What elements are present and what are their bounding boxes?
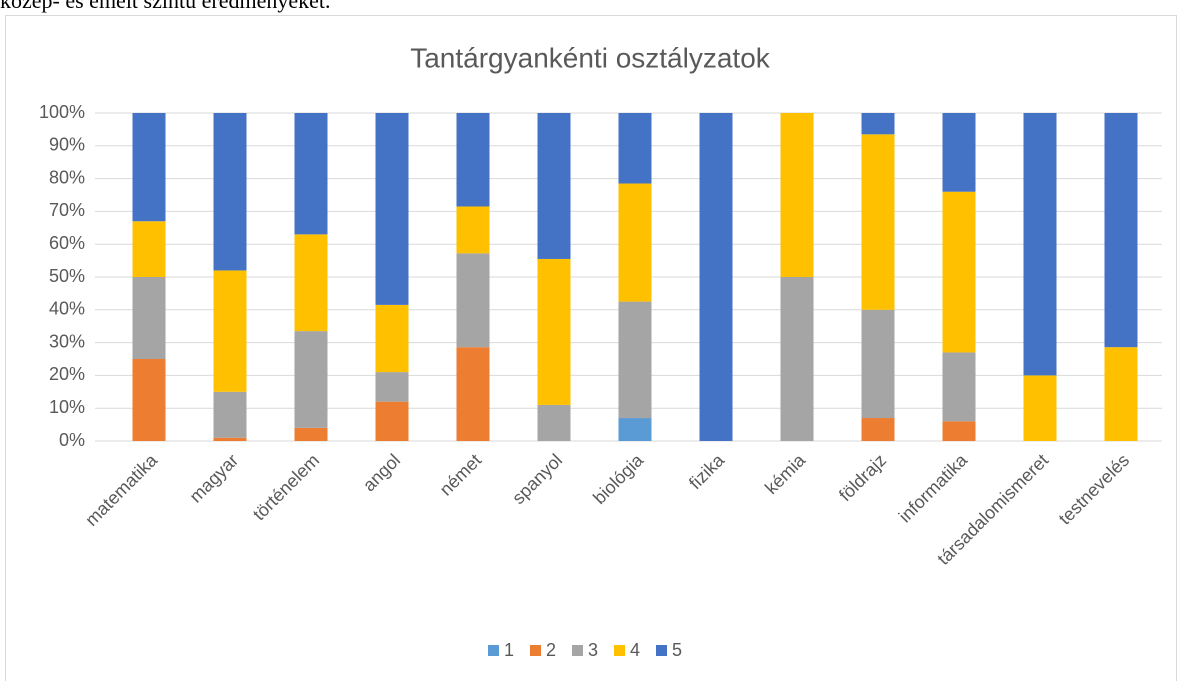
legend-swatch: [614, 645, 625, 656]
bar-segment: [375, 304, 409, 373]
bar-segment: [213, 113, 247, 271]
bar-segment: [699, 113, 733, 441]
bar-segment: [456, 347, 490, 441]
bar-segment: [294, 427, 328, 441]
bar-segment: [132, 359, 166, 441]
bar-segment: [1104, 347, 1138, 441]
legend-swatch: [656, 645, 667, 656]
y-tick-label: 50%: [49, 266, 85, 286]
y-tick-label: 80%: [49, 167, 85, 187]
y-tick-label: 20%: [49, 364, 85, 384]
bar-segment: [456, 253, 490, 348]
bar-segment: [780, 113, 814, 277]
bar-segment: [456, 206, 490, 254]
bar-segment: [618, 418, 652, 441]
legend-swatch: [572, 645, 583, 656]
legend-label: 5: [672, 640, 682, 660]
legend-label: 4: [630, 640, 640, 660]
legend-swatch: [530, 645, 541, 656]
y-tick-label: 0%: [59, 430, 85, 450]
bar-segment: [942, 113, 976, 192]
bar-segment: [1023, 375, 1057, 441]
bar-segment: [294, 331, 328, 428]
bar-segment: [213, 270, 247, 392]
bar-segment: [618, 183, 652, 302]
bar-segment: [132, 221, 166, 277]
bar-segment: [537, 113, 571, 259]
bar-segment: [780, 277, 814, 441]
bar-segment: [537, 404, 571, 441]
bar-segment: [618, 301, 652, 419]
bar-segment: [618, 113, 652, 184]
bar-segment: [861, 309, 895, 419]
y-tick-label: 70%: [49, 200, 85, 220]
bar-segment: [942, 421, 976, 441]
bar-segment: [861, 418, 895, 441]
bar-segment: [294, 234, 328, 332]
legend-swatch: [488, 645, 499, 656]
y-tick-label: 60%: [49, 233, 85, 253]
chart-frame: [5, 15, 1177, 681]
bar-segment: [861, 134, 895, 310]
bar-segment: [1023, 113, 1057, 376]
y-tick-label: 30%: [49, 331, 85, 351]
bar-segment: [861, 113, 895, 135]
bar-segment: [132, 277, 166, 359]
y-tick-label: 90%: [49, 135, 85, 155]
bar-segment: [375, 113, 409, 305]
bar-segment: [375, 401, 409, 441]
bar-segment: [375, 372, 409, 402]
y-tick-label: 100%: [39, 102, 85, 122]
legend-label: 1: [504, 640, 514, 660]
bar-segment: [213, 437, 247, 441]
bar-segment: [537, 258, 571, 405]
bar-segment: [132, 113, 166, 222]
bar-segment: [294, 113, 328, 235]
bar-segment: [1104, 113, 1138, 348]
bar-segment: [942, 191, 976, 353]
y-tick-label: 10%: [49, 397, 85, 417]
y-tick-label: 40%: [49, 299, 85, 319]
legend-label: 2: [546, 640, 556, 660]
bar-segment: [942, 352, 976, 422]
bar-segment: [456, 113, 490, 207]
chart-title: Tantárgyankénti osztályzatok: [410, 42, 771, 73]
context-text: közép- és emelt szintű eredményeket.: [0, 0, 331, 13]
legend-label: 3: [588, 640, 598, 660]
bar-segment: [213, 391, 247, 438]
